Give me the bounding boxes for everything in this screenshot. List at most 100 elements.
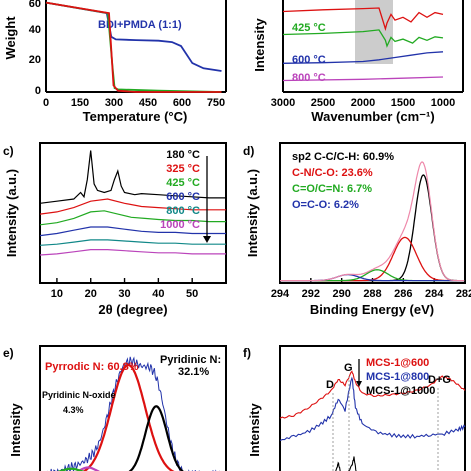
panel-d-legend-label: C-N/C-O: 23.6% — [292, 167, 373, 179]
panel-c-tag: c) — [3, 144, 14, 158]
panel-b-x-tick-label: 3000 — [271, 97, 295, 109]
panel-c-legend-label: 425 °C — [166, 177, 200, 189]
panel-d-envelope — [280, 161, 465, 282]
panel-d: d) Intensity (a.u.) Binding Energy (eV) … — [243, 142, 471, 317]
panel-c-legend-label: 1000 °C — [160, 219, 200, 231]
panel-e-annotation: 4.3% — [63, 405, 84, 415]
panel-b-series-group — [282, 7, 444, 82]
panel-d-frame — [279, 142, 466, 284]
panel-d-x-tick-label: 288 — [363, 288, 381, 300]
panel-a-y-tick-label: 0 — [35, 85, 41, 97]
panel-a: 60 40 20 0 Weight 0 150 300 450 600 750 … — [3, 0, 227, 124]
panel-b-x-tick-label: 1000 — [431, 97, 455, 109]
panel-e-peak-fit-0 — [82, 363, 175, 471]
panel-e-annotation: Pyridinic N-oxide — [42, 390, 116, 400]
panel-b-series-line-2 — [282, 76, 444, 82]
panel-e-frame — [39, 345, 227, 471]
panel-b-series-line-3 — [282, 7, 444, 32]
panel-a-x-axis-label: Temperature (°C) — [83, 109, 188, 124]
panel-a-x-tick-label: 150 — [71, 97, 89, 109]
panel-f-legend-label: MCS-1@1000 — [366, 385, 435, 397]
panel-c-series-line-4 — [39, 239, 226, 246]
panel-e-peak-fit-1 — [128, 405, 184, 471]
panel-c-x-tick-label: 10 — [51, 288, 63, 300]
panel-b-x-tick-label: 2000 — [351, 97, 375, 109]
panel-f-annotation: D — [326, 379, 334, 391]
panel-f-series-group — [279, 370, 466, 471]
panel-a-x-tick-label: 0 — [43, 97, 49, 109]
panel-d-x-tick-label: 292 — [302, 288, 320, 300]
panel-d-tag: d) — [243, 144, 254, 158]
panel-b-series-label: 800 °C — [292, 72, 326, 84]
panel-e-peak-fit-3 — [57, 467, 85, 471]
panel-c-frame — [39, 142, 227, 284]
panel-c: c) Intensity (a.u.) 2θ (degree) 10 20 30 40… — [3, 142, 227, 317]
panel-c-x-ticks: 10 20 30 40 50 — [51, 278, 198, 300]
panel-f-tag: f) — [243, 346, 251, 360]
panel-a-y-axis-label: Weight — [3, 16, 18, 60]
panel-d-x-tick-label: 282 — [456, 288, 471, 300]
panel-d-x-tick-label: 294 — [271, 288, 290, 300]
panel-d-y-axis-label: Intensity (a.u.) — [245, 169, 260, 257]
panel-d-legend-label: O=C-O: 6.2% — [292, 199, 359, 211]
panel-a-y-tick-label: 40 — [29, 24, 41, 36]
panel-b-series-label: 600 °C — [292, 54, 326, 66]
panel-d-legend-label: C=O/C=N: 6.7% — [292, 183, 372, 195]
panel-a-y-tick-label: 20 — [29, 54, 41, 66]
panel-c-series-line-0 — [39, 150, 226, 204]
panel-d-x-axis-label: Binding Energy (eV) — [310, 302, 434, 317]
panel-c-arrow-head — [203, 236, 211, 243]
panel-e-annotation: Pyrrodic N: 60.8% — [45, 361, 139, 373]
panel-a-series-group — [45, 1, 222, 93]
panel-b: Intensity 3000 2500 2000 1500 1000 Waven… — [252, 0, 464, 124]
panel-e-annotation: 32.1% — [178, 366, 209, 378]
panel-a-x-tick-label: 750 — [207, 97, 225, 109]
panel-c-x-tick-label: 50 — [186, 288, 198, 300]
panel-c-series-line-5 — [39, 249, 226, 256]
panel-a-series-line-0 — [45, 1, 222, 72]
panel-d-x-tick-label: 290 — [332, 288, 350, 300]
panel-b-series-line-1 — [282, 51, 444, 64]
panel-a-y-tick-label: 60 — [29, 0, 41, 10]
panel-d-peak-fit-1 — [280, 236, 465, 282]
panel-c-series-line-2 — [39, 210, 226, 226]
panel-b-x-tick-label: 1500 — [391, 97, 415, 109]
panel-d-x-tick-label: 284 — [425, 288, 444, 300]
panel-c-x-axis-label: 2θ (degree) — [98, 302, 167, 317]
panel-c-legend-label: 600 °C — [166, 191, 200, 203]
panel-f: f) Intensity D G D+G MCS-1@600MCS-1@800M… — [243, 345, 466, 471]
panel-f-y-axis-label: Intensity — [247, 403, 262, 457]
panel-c-y-axis-label: Intensity (a.u.) — [4, 169, 19, 257]
panel-b-x-axis-label: Wavenumber (cm⁻¹) — [311, 109, 434, 124]
panel-f-legend: MCS-1@600 MCS-1@800 MCS-1@1000 — [366, 357, 435, 397]
panel-c-x-tick-label: 20 — [85, 288, 97, 300]
panel-b-y-axis-label: Intensity — [252, 18, 267, 72]
panel-c-x-tick-label: 40 — [152, 288, 164, 300]
panel-f-annotation: D+G — [428, 374, 451, 386]
panel-b-x-tick-label: 2500 — [311, 97, 335, 109]
panel-e: e) Intensity Pyrrodic N: 60.8% Pyridinic… — [3, 345, 227, 471]
panel-a-annotation: BDI+PMDA (1:1) — [98, 19, 182, 31]
panel-f-legend-label: MCS-1@600 — [366, 357, 429, 369]
panel-c-legend-label: 800 °C — [166, 205, 200, 217]
panel-c-legend: 180 °C 325 °C 425 °C 600 °C 800 °C 1000 °C — [160, 149, 200, 231]
panel-f-annotation: G — [344, 362, 353, 374]
panel-c-series-group — [39, 150, 226, 256]
panel-c-series-line-1 — [39, 198, 226, 215]
panel-c-x-tick-label: 30 — [118, 288, 130, 300]
panel-e-annotation: Pyridinic N: — [160, 354, 221, 366]
panel-d-x-tick-label: 286 — [394, 288, 412, 300]
panel-a-series-line-1 — [45, 1, 222, 93]
panel-d-legend-label: sp2 C-C/C-H: 60.9% — [292, 151, 394, 163]
panel-f-series-line-1 — [279, 376, 466, 442]
panel-f-frame — [279, 345, 466, 471]
panel-f-series-line-0 — [279, 370, 466, 419]
panel-d-legend: sp2 C-C/C-H: 60.9% C-N/C-O: 23.6% C=O/C=N:… — [292, 151, 394, 211]
panel-c-legend-label: 180 °C — [166, 149, 200, 161]
panel-c-legend-label: 325 °C — [166, 163, 200, 175]
panel-a-x-tick-label: 300 — [105, 97, 123, 109]
panel-a-series-line-2 — [45, 1, 222, 93]
panel-f-series-line-2 — [335, 456, 357, 471]
panel-c-series-line-3 — [39, 226, 226, 237]
